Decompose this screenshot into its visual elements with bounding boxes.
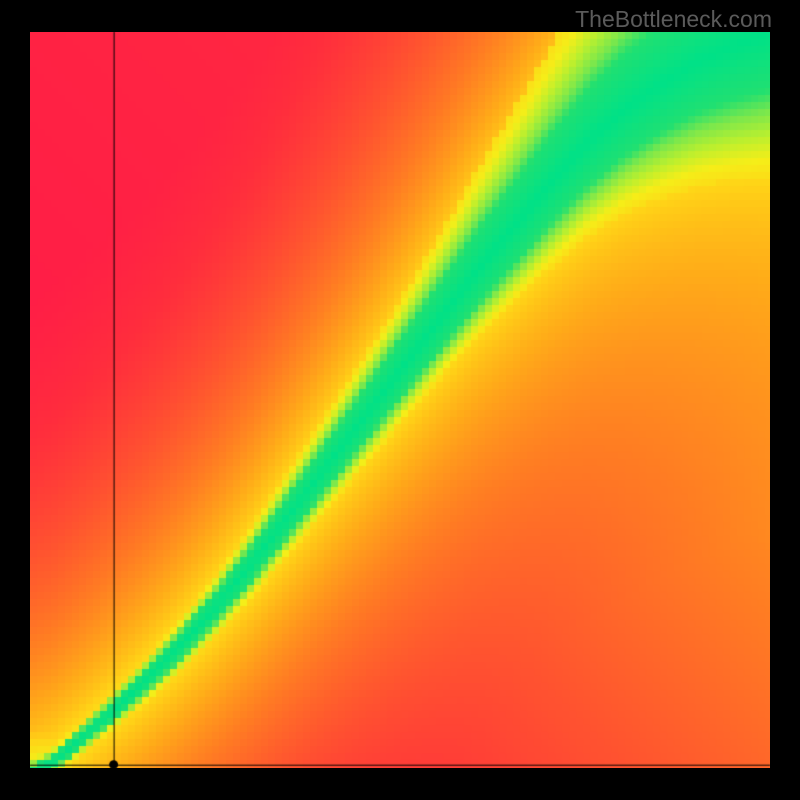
watermark-text: TheBottleneck.com: [575, 6, 772, 33]
crosshair-overlay: [0, 0, 800, 800]
